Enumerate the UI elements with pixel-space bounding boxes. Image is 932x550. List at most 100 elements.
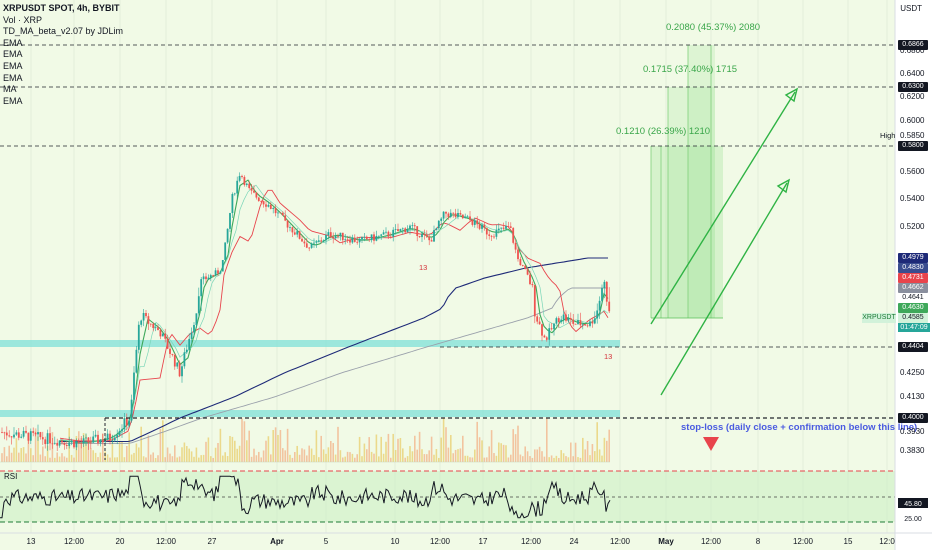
candle-body <box>183 352 186 367</box>
volume-bar <box>142 456 145 462</box>
support-bands <box>0 340 620 417</box>
rsi-background <box>0 471 895 522</box>
legend-line[interactable]: TD_MA_beta_v2.07 by JDLim <box>3 26 124 37</box>
volume-bar <box>272 430 274 462</box>
volume-bar <box>238 445 241 462</box>
volume-bar <box>483 457 486 462</box>
candle-body <box>589 321 591 326</box>
candle-body <box>373 234 375 241</box>
volume-bar <box>586 441 589 462</box>
candle-body <box>567 318 570 321</box>
volume-bar <box>195 447 198 462</box>
legend-title[interactable]: XRPUSDT SPOT, 4h, BYBIT <box>3 3 120 13</box>
candle-body <box>445 211 447 214</box>
volume-bar <box>301 448 303 462</box>
candle-body <box>471 219 474 225</box>
volume-bar <box>80 438 82 462</box>
volume-bar <box>409 446 411 462</box>
legend-line[interactable]: EMA <box>3 37 23 48</box>
volume-bar <box>531 457 534 462</box>
volume-bar <box>90 447 92 462</box>
price-tag: 0.5800 <box>898 141 928 151</box>
candle-body <box>550 328 553 330</box>
candle-body <box>22 430 25 437</box>
volume-bar <box>517 425 519 462</box>
legend-line[interactable]: MA <box>3 84 17 95</box>
volume-bar <box>433 454 435 462</box>
candle-body <box>128 420 131 426</box>
candle-body <box>437 220 440 229</box>
candle-body <box>548 328 551 340</box>
candle-body <box>481 224 483 229</box>
candle-body <box>387 231 390 237</box>
target-zones <box>650 45 723 319</box>
time-tick: 12:00 <box>520 537 542 546</box>
volume-bar <box>46 445 49 462</box>
volume-bar <box>543 456 546 462</box>
candle-body <box>507 226 510 227</box>
volume-bar <box>310 448 313 462</box>
volume-bar <box>174 445 176 462</box>
time-tick: 12:00 <box>609 537 631 546</box>
volume-bar <box>102 433 104 462</box>
candle-body <box>116 435 119 438</box>
candle-body <box>521 265 524 266</box>
volume-bar <box>267 436 270 462</box>
candle-body <box>10 436 13 438</box>
candle-body <box>173 354 176 367</box>
volume-bar <box>416 449 418 462</box>
candle-body <box>135 349 138 373</box>
candle-body <box>58 440 61 446</box>
candle-body <box>337 235 339 237</box>
volume-bar <box>212 457 214 462</box>
candle-body <box>459 212 462 215</box>
volume-bar <box>390 457 392 462</box>
legend-line[interactable]: EMA <box>3 72 23 83</box>
support-band <box>0 410 620 417</box>
price-tick: 0.6200 <box>900 92 925 101</box>
candle-body <box>454 213 457 217</box>
candle-body <box>365 236 368 240</box>
volume-bar <box>296 445 298 462</box>
price-tag: 0.4641 <box>898 293 928 303</box>
bar-countdown: 01:47:09 <box>898 323 930 332</box>
volume-bar <box>397 438 399 462</box>
volume-bar <box>325 453 327 462</box>
volume-bar <box>159 429 162 462</box>
candle-body <box>41 437 44 440</box>
candle-body <box>579 320 582 326</box>
candle-body <box>224 242 227 260</box>
volume-bar <box>27 438 30 462</box>
volume-bar <box>430 436 433 462</box>
volume-bar <box>308 445 310 462</box>
candle-body <box>322 240 325 242</box>
candle-body <box>164 333 167 339</box>
candle-body <box>265 204 267 207</box>
volume-bar <box>6 456 8 462</box>
candle-body <box>178 362 181 377</box>
volume-bar <box>30 448 32 462</box>
candle-body <box>3 432 6 434</box>
candle-body <box>596 310 599 319</box>
volume-bar <box>368 437 370 462</box>
target-zone-3 <box>688 45 715 318</box>
candle-body <box>113 437 116 441</box>
volume-bar <box>356 454 358 462</box>
volume-bar <box>598 449 601 462</box>
candle-body <box>416 226 419 236</box>
legend-line[interactable]: EMA <box>3 49 23 60</box>
volume-bar <box>363 443 366 462</box>
candle-body <box>464 216 467 219</box>
candle-body <box>483 224 486 228</box>
candle-body <box>289 227 291 229</box>
candle-body <box>161 333 164 337</box>
price-tag: 0.4662 <box>898 283 928 293</box>
candle-body <box>267 204 270 207</box>
legend-line[interactable]: EMA <box>3 60 23 71</box>
volume-bar <box>351 453 354 462</box>
legend-line[interactable]: EMA <box>3 95 23 106</box>
legend-line[interactable]: Vol · XRP <box>3 14 43 25</box>
volume-bar <box>548 457 550 462</box>
volume-bar <box>366 449 368 462</box>
